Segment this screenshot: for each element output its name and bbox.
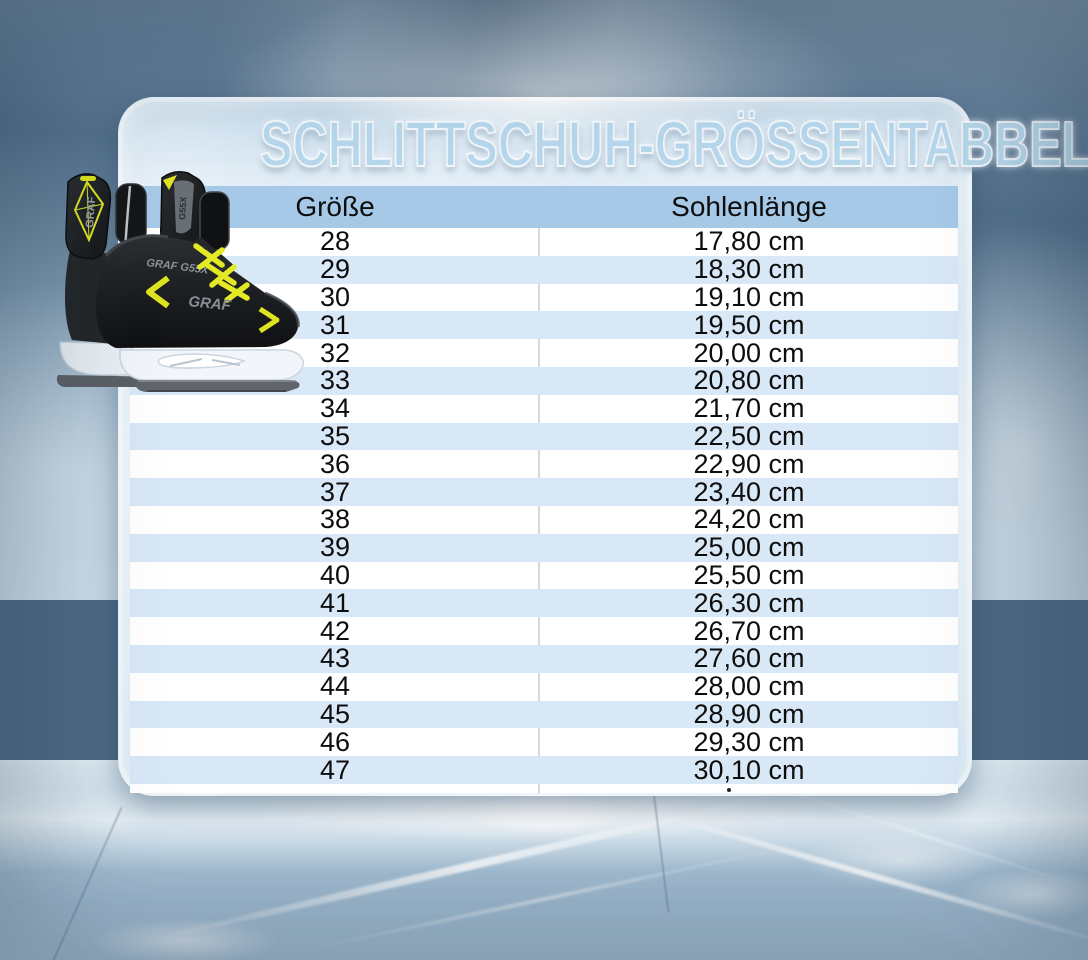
table-row: 39 25,00 cm bbox=[130, 532, 958, 563]
table-row: 28 17,80 cm bbox=[130, 226, 958, 257]
sole-length-cell: 28,90 cm bbox=[693, 698, 805, 729]
page-title: SCHLITTSCHUH-GRÖSSENTABBELLE bbox=[259, 108, 1088, 180]
sole-length-cell: 19,10 cm bbox=[693, 282, 805, 312]
sole-length-cell: 28,00 cm bbox=[693, 671, 805, 702]
size-cell: 39 bbox=[319, 532, 351, 563]
table-row: 45 28,90 cm bbox=[130, 698, 958, 729]
sole-length-cell: 22,50 cm bbox=[693, 420, 805, 451]
table-row: 47 30,10 cm bbox=[130, 754, 958, 785]
ice-skates-image: GRAF G55X GRAF G55X bbox=[56, 171, 304, 392]
table-row: 40 25,50 cm bbox=[130, 559, 958, 590]
sole-length-cell: 29,30 cm bbox=[693, 726, 805, 757]
sole-length-cell: 25,00 cm bbox=[693, 532, 805, 563]
sole-length-cell: 24,20 cm bbox=[693, 504, 805, 535]
sole-length-cell: 21,70 cm bbox=[693, 393, 805, 424]
table-row: 43 27,60 cm bbox=[130, 643, 958, 674]
size-cell: 40 bbox=[319, 559, 351, 590]
table-header-row: Größe Sohlenlänge bbox=[130, 186, 958, 228]
sole-length-cell: 25,50 cm bbox=[693, 559, 805, 590]
panel-top-glint bbox=[178, 97, 912, 100]
table-row: 35 22,50 cm bbox=[130, 420, 958, 451]
size-cell: 37 bbox=[319, 476, 351, 507]
size-cell: 47 bbox=[319, 754, 351, 785]
sole-length-cell: 26,30 cm bbox=[693, 587, 805, 618]
size-cell: 30 bbox=[319, 282, 351, 312]
size-cell: 28 bbox=[319, 226, 351, 257]
svg-text:GRAF: GRAF bbox=[84, 196, 98, 228]
size-column-header: Größe bbox=[295, 191, 375, 222]
size-cell: 44 bbox=[319, 671, 351, 702]
size-cell: 45 bbox=[319, 698, 351, 729]
table-row: 41 26,30 cm bbox=[130, 587, 958, 618]
table-row: 34 21,70 cm bbox=[130, 393, 958, 424]
sole-length-cell: 26,70 cm bbox=[693, 615, 805, 646]
sole-length-cell: 19,50 cm bbox=[693, 309, 805, 340]
size-cell: 43 bbox=[319, 643, 351, 674]
size-cell: 46 bbox=[319, 726, 351, 757]
size-cell: 31 bbox=[319, 309, 351, 340]
table-row: 38 24,20 cm bbox=[130, 504, 958, 535]
snow-patch bbox=[800, 832, 1000, 888]
sole-length-cell: 20,80 cm bbox=[693, 365, 805, 396]
front-skate: G55X GRAF G55X GRAF bbox=[96, 171, 304, 392]
sole-length-cell: 20,00 cm bbox=[693, 337, 805, 368]
size-cell: 42 bbox=[319, 615, 351, 646]
sole-length-cell: 17,80 cm bbox=[693, 226, 805, 257]
snow-patch bbox=[960, 868, 1088, 920]
sole-length-cell: 22,90 cm bbox=[693, 448, 805, 479]
table-row: 42 26,70 cm bbox=[130, 615, 958, 646]
laces bbox=[193, 243, 250, 303]
table-row: 37 23,40 cm bbox=[130, 476, 958, 507]
light-flare bbox=[470, 795, 620, 835]
size-cell: 32 bbox=[319, 337, 351, 368]
snow-patch bbox=[90, 918, 280, 960]
table-row: 36 22,90 cm bbox=[130, 448, 958, 479]
table-row: 44 28,00 cm bbox=[130, 671, 958, 702]
title-area: SCHLITTSCHUH-GRÖSSENTABBELLE bbox=[119, 111, 1088, 177]
sole-length-column-header: Sohlenlänge bbox=[671, 191, 827, 222]
svg-text:G55X: G55X bbox=[177, 196, 189, 220]
sole-length-cell: 18,30 cm bbox=[693, 254, 805, 285]
size-cell: 35 bbox=[319, 420, 351, 451]
size-cell: 33 bbox=[319, 365, 351, 396]
size-cell: 34 bbox=[319, 393, 351, 424]
table-row: 46 29,30 cm bbox=[130, 726, 958, 757]
table-row: 29 18,30 cm bbox=[130, 254, 958, 285]
size-cell: 38 bbox=[319, 504, 351, 535]
size-cell: 36 bbox=[319, 448, 351, 479]
svg-text:GRAF: GRAF bbox=[188, 293, 233, 314]
clipped-bottom-row bbox=[130, 783, 958, 793]
sole-length-cell: 27,60 cm bbox=[693, 643, 805, 674]
clipped-text-fragment bbox=[727, 787, 731, 792]
size-cell: 29 bbox=[319, 254, 351, 285]
sole-length-cell: 30,10 cm bbox=[693, 754, 805, 785]
sole-length-cell: 23,40 cm bbox=[693, 476, 805, 507]
size-cell: 41 bbox=[319, 587, 351, 618]
